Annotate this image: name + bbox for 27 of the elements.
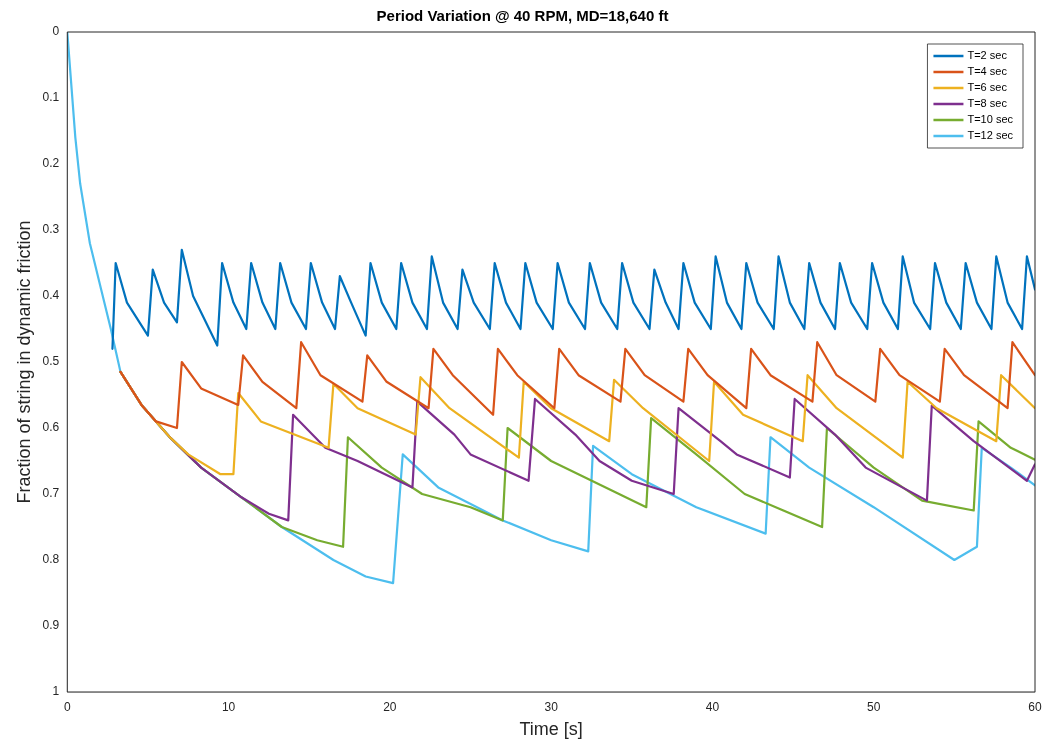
x-tick-label: 50 xyxy=(867,699,881,714)
y-tick-label: 0.9 xyxy=(42,618,60,633)
y-tick-label: 0.2 xyxy=(42,156,60,171)
legend-label: T=8 sec xyxy=(967,97,1008,110)
x-tick-label: 60 xyxy=(1028,699,1042,714)
y-tick-label: 1 xyxy=(52,684,60,699)
y-tick-label: 0.5 xyxy=(42,354,60,369)
x-tick-label: 0 xyxy=(63,699,71,714)
legend-label: T=12 sec xyxy=(967,129,1014,142)
chart-title: Period Variation @ 40 RPM, MD=18,640 ft xyxy=(376,7,669,25)
x-tick-label: 10 xyxy=(221,699,236,714)
y-tick-label: 0.1 xyxy=(42,90,60,105)
legend-label: T=6 sec xyxy=(967,81,1008,94)
x-axis-title: Time [s] xyxy=(519,719,583,740)
legend-label: T=4 sec xyxy=(967,65,1008,78)
x-tick-label: 40 xyxy=(705,699,720,714)
y-tick-label: 0.4 xyxy=(42,288,60,303)
y-tick-label: 0.7 xyxy=(42,486,60,501)
y-tick-label: 0 xyxy=(52,24,60,39)
x-tick-label: 30 xyxy=(544,699,559,714)
y-tick-label: 0.8 xyxy=(42,552,60,567)
y-tick-label: 0.6 xyxy=(42,420,60,435)
x-tick-label: 20 xyxy=(383,699,397,714)
y-axis-title: Fraction of string in dynamic friction xyxy=(13,220,34,504)
legend-label: T=2 sec xyxy=(967,49,1008,62)
legend-label: T=10 sec xyxy=(967,113,1014,126)
y-tick-label: 0.3 xyxy=(42,222,60,237)
